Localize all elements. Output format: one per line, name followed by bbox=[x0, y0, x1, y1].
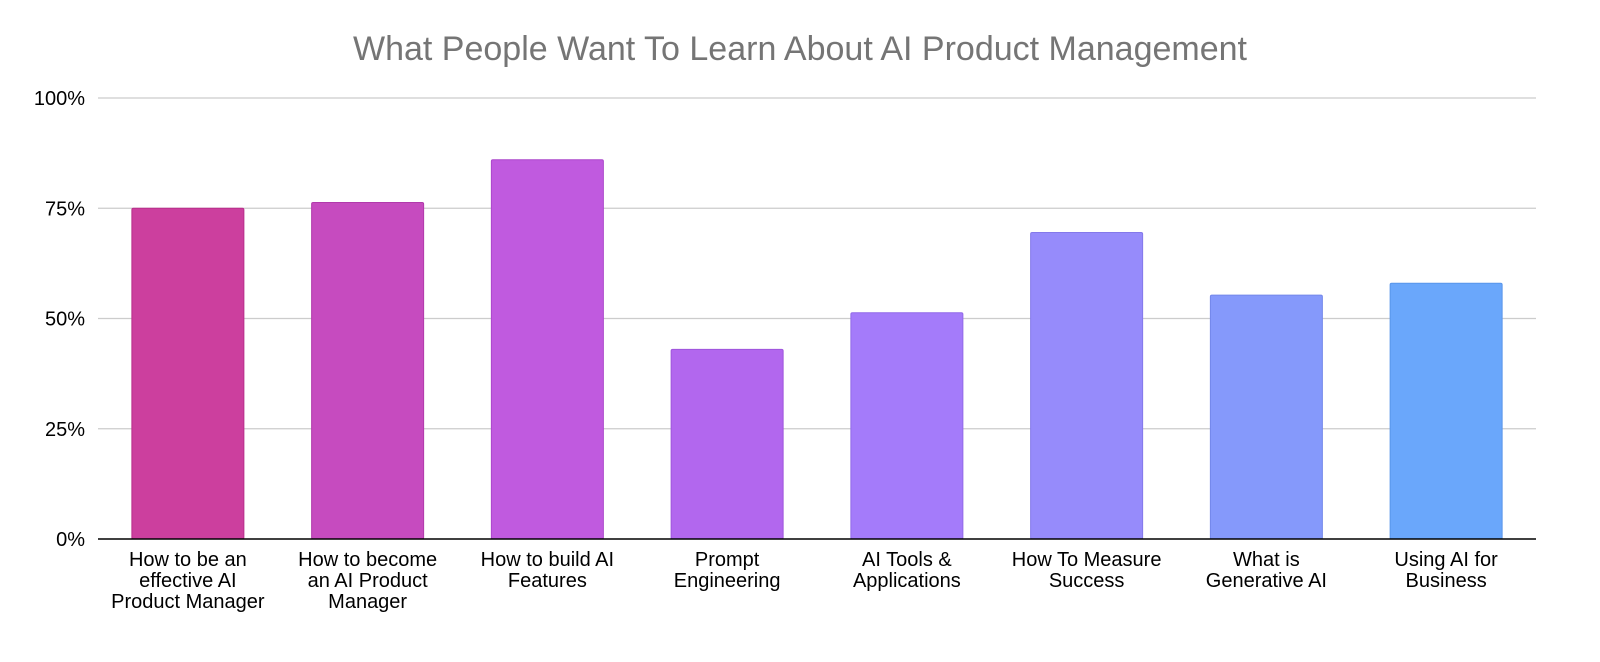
x-tick-label-line: an AI Product bbox=[308, 570, 429, 592]
x-axis-tick-labels: How to be an effective AI Product ManagerH… bbox=[111, 549, 1498, 613]
x-tick-label-line: Business bbox=[1406, 570, 1487, 592]
bar-6 bbox=[1209, 294, 1323, 540]
x-tick-label-line: Prompt bbox=[695, 549, 760, 571]
bars bbox=[131, 159, 1503, 540]
x-tick-label-line: How To Measure bbox=[1012, 549, 1162, 571]
chart-title: What People Want To Learn About AI Produ… bbox=[353, 30, 1248, 68]
x-tick-label-line: Engineering bbox=[674, 570, 781, 592]
x-tick-label-line: Success bbox=[1049, 570, 1125, 592]
x-tick-label-line: What is bbox=[1233, 549, 1300, 571]
x-tick-label-line: How to become bbox=[298, 549, 437, 571]
y-axis-tick-labels: 0% 25% 50% 75% 100% bbox=[34, 88, 85, 551]
bar-3 bbox=[670, 348, 784, 540]
y-tick-label: 50% bbox=[45, 309, 85, 331]
x-tick-label-6: What is Generative AI bbox=[1206, 549, 1327, 592]
x-tick-label-3: Prompt Engineering bbox=[674, 549, 781, 592]
bar-2 bbox=[490, 159, 604, 540]
y-tick-label: 75% bbox=[45, 198, 85, 220]
x-tick-label-line: How to be an bbox=[129, 549, 247, 571]
bar-5 bbox=[1030, 232, 1144, 540]
bar-1 bbox=[311, 202, 425, 540]
y-tick-label: 25% bbox=[45, 419, 85, 441]
x-tick-label-line: AI Tools & bbox=[862, 549, 952, 571]
y-tick-label: 0% bbox=[56, 529, 85, 551]
x-tick-label-line: Using AI for bbox=[1394, 549, 1498, 571]
x-tick-label-line: Generative AI bbox=[1206, 570, 1327, 592]
bar-4 bbox=[850, 312, 964, 540]
x-tick-label-0: How to be an effective AI Product Manager bbox=[111, 549, 265, 613]
bar-7 bbox=[1389, 282, 1503, 540]
x-tick-label-line: How to build AI bbox=[481, 549, 614, 571]
bar-0 bbox=[131, 207, 245, 540]
x-tick-label-line: Applications bbox=[853, 570, 961, 592]
y-tick-label: 100% bbox=[34, 88, 85, 110]
x-tick-label-line: effective AI bbox=[139, 570, 236, 592]
x-tick-label-2: How to build AI Features bbox=[481, 549, 614, 592]
x-tick-label-line: Product Manager bbox=[111, 591, 265, 613]
x-tick-label-line: Manager bbox=[328, 591, 407, 613]
x-tick-label-1: How to become an AI Product Manager bbox=[298, 549, 437, 613]
x-tick-label-5: How To Measure Success bbox=[1012, 549, 1162, 592]
x-tick-label-4: AI Tools & Applications bbox=[853, 549, 961, 592]
x-tick-label-7: Using AI for Business bbox=[1394, 549, 1498, 592]
x-tick-label-line: Features bbox=[508, 570, 587, 592]
